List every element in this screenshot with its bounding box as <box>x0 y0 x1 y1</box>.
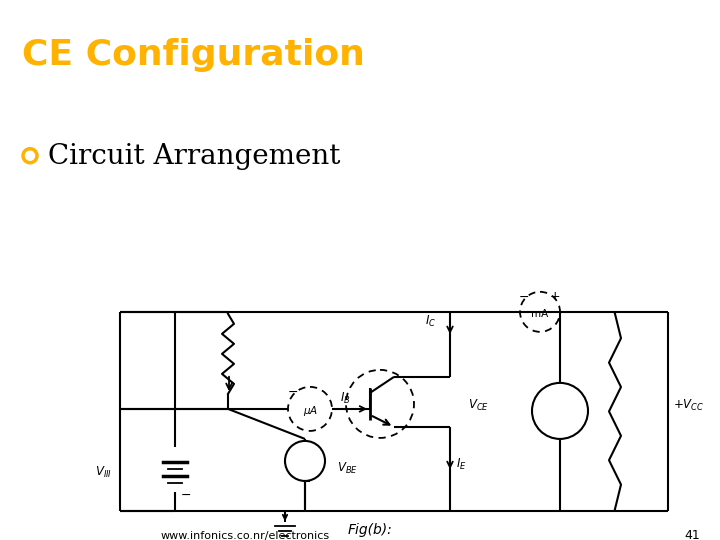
Text: $I_C$: $I_C$ <box>425 314 436 329</box>
Text: $V_{III}$: $V_{III}$ <box>95 464 112 480</box>
Text: $I_E$: $I_E$ <box>456 457 467 472</box>
Text: $V_{CE}$: $V_{CE}$ <box>468 399 489 414</box>
Text: mA: mA <box>531 309 549 319</box>
Text: 41: 41 <box>684 530 700 540</box>
Text: Circuit Arrangement: Circuit Arrangement <box>48 143 341 170</box>
Text: $I_B$: $I_B$ <box>340 392 351 407</box>
Text: $+V_{CC}$: $+V_{CC}$ <box>673 399 704 414</box>
Text: $+$: $+$ <box>557 383 567 396</box>
Text: $\mu A$: $\mu A$ <box>303 404 318 418</box>
Text: $-$: $-$ <box>289 442 300 455</box>
Text: Fig(b):: Fig(b): <box>348 523 392 537</box>
Text: $-$: $-$ <box>557 426 567 438</box>
Text: V: V <box>554 404 566 422</box>
Text: $-$: $-$ <box>518 291 530 303</box>
Text: $+$: $+$ <box>549 291 561 303</box>
Text: $V_{BE}$: $V_{BE}$ <box>337 461 358 476</box>
Text: CE Configuration: CE Configuration <box>22 38 364 72</box>
Text: $-$: $-$ <box>180 488 191 501</box>
Text: $-$: $-$ <box>287 386 299 399</box>
Circle shape <box>532 383 588 439</box>
Text: V: V <box>301 455 310 468</box>
Text: www.infonics.co.nr/electronics: www.infonics.co.nr/electronics <box>161 531 330 540</box>
Circle shape <box>285 441 325 481</box>
